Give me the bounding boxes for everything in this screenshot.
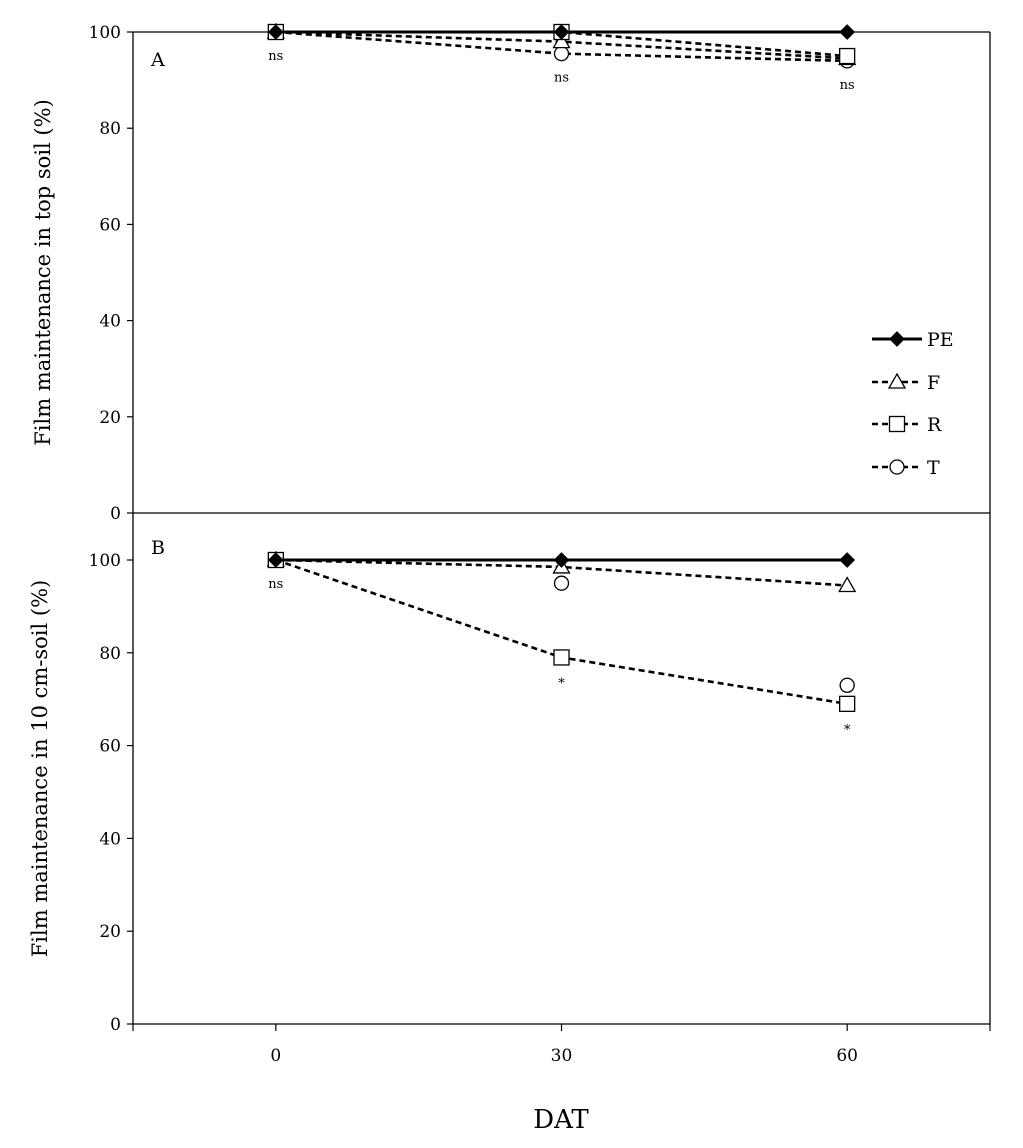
significance-label: ns <box>268 577 283 592</box>
significance-label: ns <box>840 78 855 93</box>
legend-item-r: R <box>872 414 942 436</box>
legend-label: PE <box>927 329 954 351</box>
x-tick-label: 30 <box>551 1046 573 1066</box>
legend-marker-r <box>888 415 906 433</box>
marker-pe <box>267 552 284 568</box>
marker-pe <box>553 24 570 40</box>
marker-pe <box>553 552 570 568</box>
legend-marker-pe <box>889 331 905 347</box>
legend-item-t: T <box>872 457 940 479</box>
y-tick-label: 80 <box>99 644 121 664</box>
y-tick-label: 0 <box>110 504 121 524</box>
y-tick-label: 60 <box>99 215 121 235</box>
legend-label: R <box>927 414 942 436</box>
legend: PE FRT <box>872 329 954 479</box>
panel-letter: A <box>150 49 165 71</box>
marker-pe <box>839 24 856 40</box>
marker-f <box>552 32 571 49</box>
y-tick-label: 40 <box>99 829 121 849</box>
y-axis-title: Film maintenance in top soil (%) <box>31 99 55 446</box>
panel-b: 0 20 40 60 80 100 0 30 60 Film maintenance in 10 … <box>28 513 991 1066</box>
significance-label: * <box>844 723 851 738</box>
y-tick-label: 100 <box>89 551 121 571</box>
marker-r <box>839 47 856 65</box>
legend-marker-f <box>887 372 907 389</box>
panel-a: 0 20 40 60 80 100 Film maintenance in top soil… <box>31 22 991 524</box>
legend-item-pe: PE <box>872 329 954 351</box>
y-tick-label: 0 <box>110 1015 121 1035</box>
x-tick-label: 60 <box>836 1046 858 1066</box>
y-tick-label: 80 <box>99 119 121 139</box>
marker-pe <box>267 24 284 40</box>
marker-pe <box>839 552 856 568</box>
marker-f <box>838 576 857 593</box>
marker-r <box>839 695 856 712</box>
marker-t <box>553 575 570 591</box>
y-tick-label: 20 <box>99 922 121 942</box>
y-tick-label: 20 <box>99 408 121 428</box>
x-axis-title: DAT <box>533 1105 589 1135</box>
axes-frame <box>132 31 991 514</box>
x-tick-label: 0 <box>270 1046 281 1066</box>
series-line-t <box>275 30 848 63</box>
significance-label: * <box>558 676 565 691</box>
y-tick-label: 60 <box>99 737 121 757</box>
y-axis-title: Film maintenance in 10 cm-soil (%) <box>28 580 52 958</box>
panel-letter: B <box>151 537 165 559</box>
legend-marker-t <box>889 459 905 475</box>
y-tick-label: 40 <box>99 312 121 332</box>
legend-item-f: F <box>872 372 940 394</box>
y-tick-label: 100 <box>89 23 121 43</box>
marker-t <box>839 677 855 693</box>
legend-label: F <box>927 372 940 394</box>
significance-label: ns <box>554 71 569 86</box>
significance-label: ns <box>268 49 283 64</box>
marker-r <box>553 649 570 666</box>
marker-t <box>553 45 570 62</box>
legend-label: T <box>927 457 940 479</box>
